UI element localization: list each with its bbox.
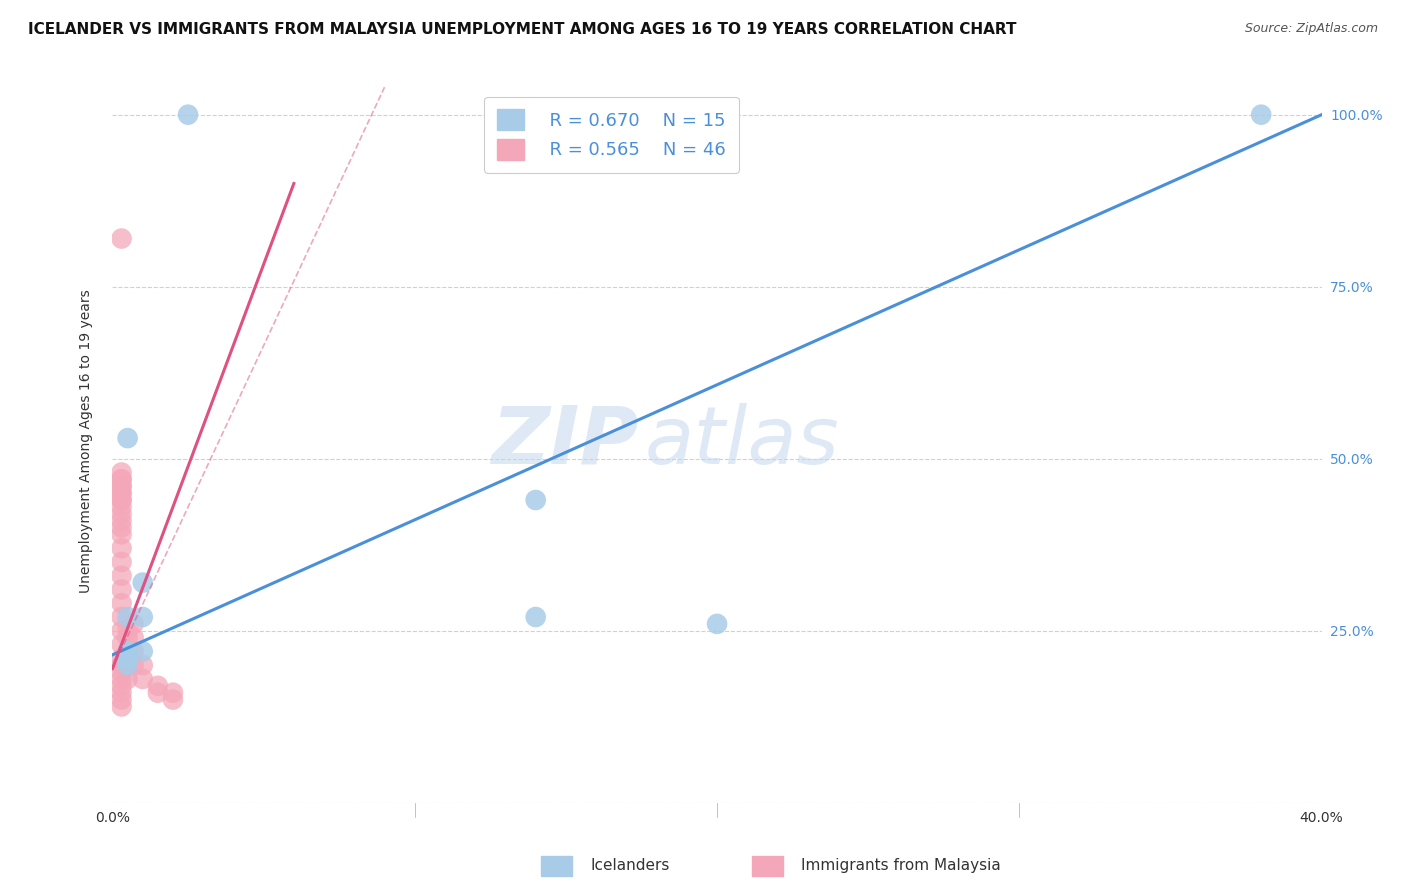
Point (110, 486, 132, 500)
Point (110, 624, 132, 638)
Y-axis label: Unemployment Among Ages 16 to 19 years: Unemployment Among Ages 16 to 19 years (79, 290, 93, 593)
Point (117, 431, 139, 445)
Point (110, 500, 132, 514)
Point (132, 672, 155, 686)
Point (117, 631, 139, 645)
Point (162, 692, 184, 706)
Point (117, 651, 139, 665)
Point (132, 658, 155, 673)
Point (146, 679, 169, 693)
Point (110, 665, 132, 679)
Point (110, 582, 132, 597)
Point (110, 479, 132, 493)
Text: Immigrants from Malaysia: Immigrants from Malaysia (801, 858, 1001, 872)
Text: Icelanders: Icelanders (591, 858, 669, 872)
Point (117, 644, 139, 658)
Point (117, 672, 139, 686)
Point (117, 658, 139, 673)
Point (110, 231, 132, 245)
Point (110, 672, 132, 686)
Point (110, 555, 132, 569)
Text: ICELANDER VS IMMIGRANTS FROM MALAYSIA UNEMPLOYMENT AMONG AGES 16 TO 19 YEARS COR: ICELANDER VS IMMIGRANTS FROM MALAYSIA UN… (28, 22, 1017, 37)
Text: Source: ZipAtlas.com: Source: ZipAtlas.com (1244, 22, 1378, 36)
Point (524, 610, 547, 624)
Point (122, 644, 145, 658)
Legend:   R = 0.670    N = 15,   R = 0.565    N = 46: R = 0.670 N = 15, R = 0.565 N = 46 (484, 96, 738, 172)
Point (117, 651, 139, 665)
Point (162, 686, 184, 700)
Point (132, 644, 155, 658)
Point (110, 541, 132, 556)
Point (110, 486, 132, 500)
Point (122, 616, 145, 631)
Point (122, 658, 145, 673)
Point (117, 644, 139, 658)
Point (110, 466, 132, 480)
Point (132, 575, 155, 590)
Point (524, 493, 547, 508)
Point (110, 568, 132, 582)
Point (110, 610, 132, 624)
Point (110, 596, 132, 610)
Point (132, 610, 155, 624)
Point (177, 108, 200, 122)
Point (110, 638, 132, 652)
Point (117, 644, 139, 658)
Point (110, 520, 132, 534)
Point (110, 527, 132, 541)
Text: ZIP: ZIP (491, 402, 638, 481)
Point (1250, 108, 1272, 122)
Point (110, 514, 132, 528)
Point (110, 472, 132, 486)
Point (110, 692, 132, 706)
Point (110, 479, 132, 493)
Point (110, 472, 132, 486)
Text: atlas: atlas (644, 402, 839, 481)
Point (706, 616, 728, 631)
Point (122, 631, 145, 645)
Point (110, 699, 132, 714)
Point (110, 686, 132, 700)
Point (110, 507, 132, 521)
Point (110, 658, 132, 673)
Point (110, 493, 132, 508)
Point (110, 493, 132, 508)
Point (117, 624, 139, 638)
Point (117, 610, 139, 624)
Point (110, 679, 132, 693)
Point (146, 686, 169, 700)
Point (110, 651, 132, 665)
Point (117, 658, 139, 673)
